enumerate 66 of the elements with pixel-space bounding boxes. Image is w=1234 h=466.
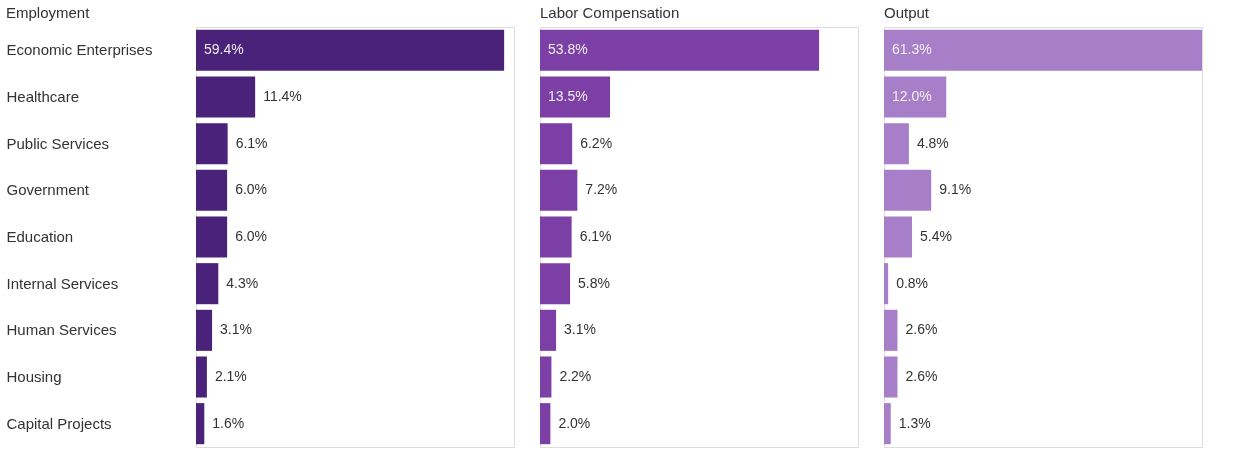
bar (884, 403, 891, 445)
bar (196, 123, 228, 165)
data-label: 13.5% (548, 88, 588, 104)
bar (196, 309, 213, 351)
data-label: 11.4% (263, 88, 302, 104)
bar (884, 123, 909, 165)
data-label: 61.3% (892, 41, 932, 58)
data-label: 4.8% (916, 134, 949, 151)
bar (884, 309, 898, 351)
data-label: 7.2% (585, 181, 618, 198)
data-label: 1.6% (212, 414, 245, 431)
data-label: 1.3% (898, 414, 931, 431)
data-label: 5.8% (578, 274, 611, 291)
y-tick-label: Government (6, 181, 90, 199)
data-label: 0.8% (896, 274, 929, 291)
bar (540, 403, 551, 445)
data-label: 3.1% (564, 321, 596, 338)
y-tick-label: Public Services (6, 134, 110, 152)
bar (884, 356, 898, 398)
bar (196, 29, 505, 71)
y-tick-label: Capital Projects (6, 414, 112, 432)
data-label: 3.1% (220, 321, 252, 338)
bar (540, 263, 571, 305)
bar (196, 403, 205, 445)
chart-title: Labor Compensation (540, 4, 680, 21)
data-label: 6.0% (235, 181, 268, 198)
bar (884, 216, 913, 258)
y-tick-label: Internal Services (6, 274, 119, 292)
bar (884, 29, 1202, 71)
bar (540, 169, 578, 211)
bar (540, 216, 572, 258)
data-label: 9.1% (939, 181, 972, 198)
y-tick-label: Human Services (6, 321, 117, 339)
y-tick-label: Healthcare (6, 88, 80, 105)
data-label: 5.4% (920, 228, 952, 244)
bar (884, 263, 889, 305)
data-label: 4.3% (226, 274, 259, 291)
data-label: 53.8% (548, 41, 588, 58)
data-label: 2.2% (559, 368, 592, 384)
bar (196, 169, 228, 211)
data-label: 6.0% (235, 228, 268, 244)
data-label: 6.1% (235, 134, 268, 151)
data-label: 2.0% (558, 414, 591, 431)
bar (540, 309, 557, 351)
data-label: 12.0% (892, 88, 932, 104)
data-label: 6.2% (580, 134, 613, 151)
y-tick-label: Education (6, 228, 74, 245)
data-label: 6.1% (579, 228, 612, 244)
bar (884, 76, 947, 118)
data-label: 2.6% (905, 321, 938, 338)
y-tick-label: Economic Enterprises (6, 41, 153, 59)
y-tick-label: Housing (6, 368, 62, 385)
bar (540, 29, 820, 71)
bar (884, 169, 932, 211)
text: Employment (6, 4, 91, 21)
bar (196, 356, 207, 398)
bar (540, 123, 573, 165)
data-label: 2.1% (214, 368, 247, 384)
bar (196, 76, 256, 118)
bar (196, 216, 228, 258)
chart-title: Output (884, 4, 930, 21)
bar (196, 263, 219, 305)
data-label: 59.4% (204, 41, 244, 58)
bar (540, 76, 611, 118)
bar (540, 356, 552, 398)
data-label: 2.6% (905, 368, 938, 384)
